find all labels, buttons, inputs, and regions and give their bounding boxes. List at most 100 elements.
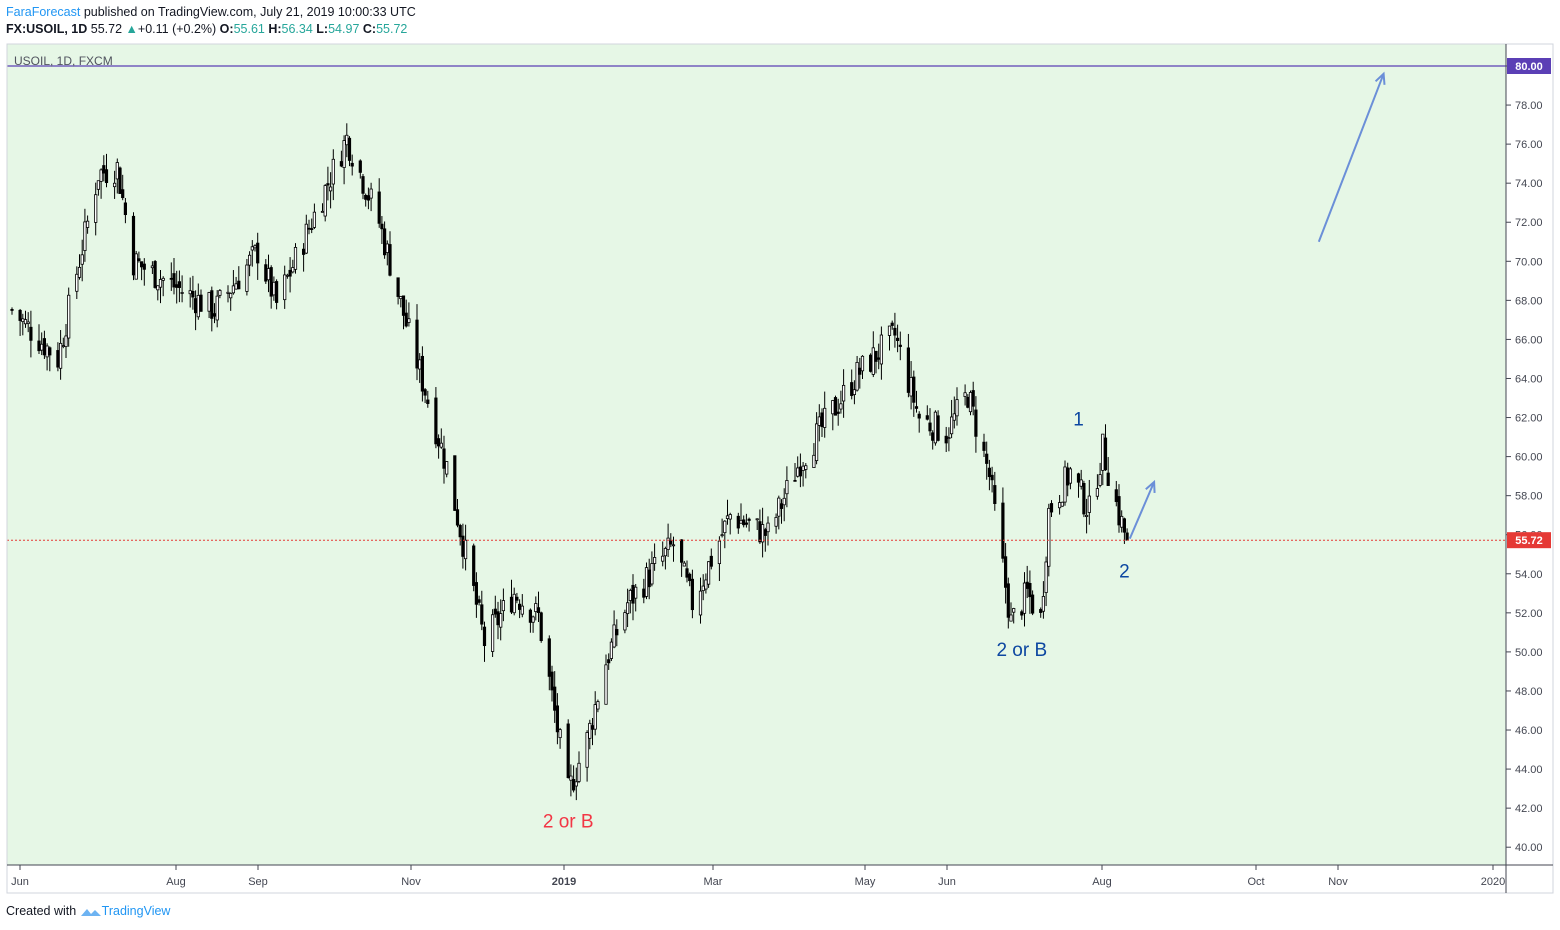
candle[interactable] bbox=[1049, 500, 1054, 517]
candle[interactable] bbox=[64, 324, 68, 358]
wave-label[interactable]: 2 bbox=[1119, 562, 1130, 583]
candle[interactable] bbox=[650, 551, 654, 587]
candle[interactable] bbox=[1060, 501, 1064, 507]
candle[interactable] bbox=[890, 320, 894, 330]
candle[interactable] bbox=[663, 546, 668, 570]
candle[interactable] bbox=[250, 240, 254, 267]
candle[interactable] bbox=[812, 443, 816, 468]
candle[interactable] bbox=[661, 541, 665, 567]
candle[interactable] bbox=[852, 380, 857, 405]
candle[interactable] bbox=[474, 572, 479, 618]
candle[interactable] bbox=[720, 518, 724, 538]
candle[interactable] bbox=[1009, 602, 1013, 622]
candle[interactable] bbox=[210, 286, 214, 332]
candle[interactable] bbox=[347, 136, 352, 167]
candle[interactable] bbox=[48, 346, 52, 372]
candle[interactable] bbox=[1122, 517, 1126, 544]
candle[interactable] bbox=[1006, 577, 1010, 629]
candle[interactable] bbox=[1085, 498, 1089, 534]
candle[interactable] bbox=[612, 610, 616, 649]
candle[interactable] bbox=[547, 635, 551, 691]
candle[interactable] bbox=[833, 395, 838, 416]
candle[interactable] bbox=[615, 619, 619, 647]
candle[interactable] bbox=[747, 517, 751, 532]
wave-label[interactable]: 2 or B bbox=[996, 640, 1047, 661]
price-axis[interactable] bbox=[1506, 44, 1553, 893]
candle[interactable] bbox=[161, 276, 165, 297]
candle[interactable] bbox=[458, 523, 462, 546]
candle[interactable] bbox=[933, 410, 938, 446]
candle[interactable] bbox=[869, 353, 873, 373]
candle[interactable] bbox=[993, 471, 997, 511]
candle[interactable] bbox=[83, 208, 87, 262]
candle[interactable] bbox=[439, 428, 443, 449]
candle[interactable] bbox=[304, 214, 308, 255]
candle[interactable] bbox=[283, 265, 287, 309]
candle[interactable] bbox=[577, 751, 581, 784]
candle[interactable] bbox=[328, 172, 333, 209]
candle[interactable] bbox=[987, 459, 992, 491]
candle[interactable] bbox=[947, 427, 951, 452]
candle[interactable] bbox=[388, 231, 392, 277]
candle[interactable] bbox=[928, 408, 932, 436]
candle[interactable] bbox=[896, 324, 900, 353]
candle[interactable] bbox=[912, 370, 916, 417]
candle[interactable] bbox=[858, 357, 862, 389]
candle[interactable] bbox=[874, 350, 878, 374]
candle[interactable] bbox=[401, 295, 406, 330]
candle[interactable] bbox=[690, 569, 695, 619]
candle[interactable] bbox=[288, 257, 292, 293]
candle[interactable] bbox=[453, 455, 457, 511]
candle[interactable] bbox=[744, 513, 749, 528]
candle[interactable] bbox=[671, 536, 676, 562]
candle[interactable] bbox=[18, 308, 22, 336]
candle[interactable] bbox=[755, 518, 759, 530]
candle[interactable] bbox=[269, 265, 273, 309]
candle[interactable] bbox=[94, 182, 98, 236]
candle[interactable] bbox=[623, 609, 627, 634]
candle[interactable] bbox=[237, 266, 241, 290]
candle[interactable] bbox=[256, 232, 260, 280]
candle[interactable] bbox=[350, 154, 354, 176]
candle[interactable] bbox=[226, 285, 230, 303]
candle[interactable] bbox=[944, 426, 948, 452]
candle[interactable] bbox=[380, 216, 384, 245]
tradingview-link[interactable]: TradingView bbox=[101, 904, 171, 918]
candle[interactable] bbox=[1001, 487, 1005, 563]
candle[interactable] bbox=[782, 488, 786, 522]
candle[interactable] bbox=[779, 499, 784, 524]
candle[interactable] bbox=[436, 434, 441, 459]
candle[interactable] bbox=[804, 463, 808, 479]
candle[interactable] bbox=[407, 302, 411, 327]
candle[interactable] bbox=[604, 654, 608, 705]
candle[interactable] bbox=[709, 548, 713, 570]
candle[interactable] bbox=[917, 411, 921, 433]
candle[interactable] bbox=[1106, 457, 1110, 486]
candle[interactable] bbox=[423, 387, 427, 404]
candle[interactable] bbox=[728, 512, 732, 535]
candle[interactable] bbox=[29, 310, 33, 358]
candle[interactable] bbox=[118, 166, 122, 194]
candle[interactable] bbox=[442, 435, 446, 484]
candle[interactable] bbox=[420, 346, 425, 402]
candle[interactable] bbox=[1087, 479, 1091, 525]
candle[interactable] bbox=[1031, 590, 1035, 616]
candle[interactable] bbox=[850, 369, 854, 400]
candle[interactable] bbox=[798, 453, 803, 488]
candle[interactable] bbox=[274, 279, 279, 310]
candle[interactable] bbox=[1041, 581, 1045, 619]
candle[interactable] bbox=[59, 330, 63, 380]
candle[interactable] bbox=[75, 266, 79, 300]
candle[interactable] bbox=[688, 572, 692, 587]
candle[interactable] bbox=[86, 215, 90, 234]
candle[interactable] bbox=[815, 412, 819, 465]
candle[interactable] bbox=[763, 527, 767, 552]
wave-label[interactable]: 1 bbox=[1073, 409, 1084, 430]
candle[interactable] bbox=[593, 691, 597, 736]
candle[interactable] bbox=[26, 312, 30, 333]
trend-arrow-line[interactable] bbox=[1317, 73, 1385, 243]
candle[interactable] bbox=[634, 583, 638, 612]
candle[interactable] bbox=[553, 671, 557, 723]
candle[interactable] bbox=[96, 180, 100, 196]
trend-arrow-line[interactable] bbox=[1128, 481, 1156, 540]
